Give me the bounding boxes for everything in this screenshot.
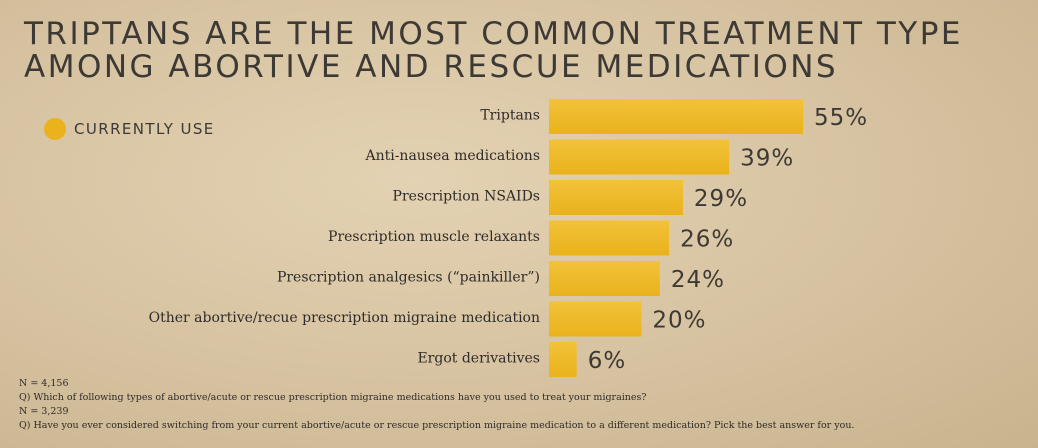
value-label-3: 26% [680, 227, 734, 253]
footnote-question-2: Q) Have you ever considered switching fr… [19, 420, 855, 431]
chart-title: TRIPTANS ARE THE MOST COMMON TREATMENT T… [24, 18, 963, 84]
legend-swatch-currently-use [44, 118, 66, 140]
category-label-6: Ergot derivatives [417, 351, 540, 367]
category-label-4: Prescription analgesics (“painkiller”) [277, 270, 540, 286]
category-label-2: Prescription NSAIDs [393, 189, 540, 205]
value-label-1: 39% [740, 146, 794, 172]
title-line-1: TRIPTANS ARE THE MOST COMMON TREATMENT T… [24, 16, 964, 52]
value-label-2: 29% [694, 186, 748, 212]
footnote-sample-size-1: N = 4,156 [19, 378, 69, 389]
legend-label: CURRENTLY USE [74, 120, 215, 138]
category-label-5: Other abortive/recue prescription migrai… [149, 310, 540, 326]
value-label-5: 20% [652, 308, 706, 334]
value-label-6: 6% [588, 348, 627, 374]
bar-0 [549, 99, 803, 134]
footnote-question-1: Q) Which of following types of abortive/… [19, 392, 647, 403]
value-label-4: 24% [671, 267, 725, 293]
footnote-sample-size-2: N = 3,239 [19, 406, 69, 417]
category-label-3: Prescription muscle relaxants [328, 229, 540, 245]
bar-4 [549, 261, 660, 296]
category-label-1: Anti-nausea medications [364, 148, 540, 164]
title-line-2: AMONG ABORTIVE AND RESCUE MEDICATIONS [24, 49, 839, 85]
bar-3 [549, 220, 670, 256]
bar-2 [549, 180, 683, 215]
bar-5 [549, 301, 642, 337]
value-label-0: 55% [814, 105, 868, 131]
bar-1 [549, 139, 730, 175]
bar-6 [549, 342, 577, 377]
category-label-0: Triptans [480, 108, 540, 124]
legend: CURRENTLY USE [44, 118, 215, 140]
footnotes: N = 4,156 Q) Which of following types of… [19, 377, 854, 433]
